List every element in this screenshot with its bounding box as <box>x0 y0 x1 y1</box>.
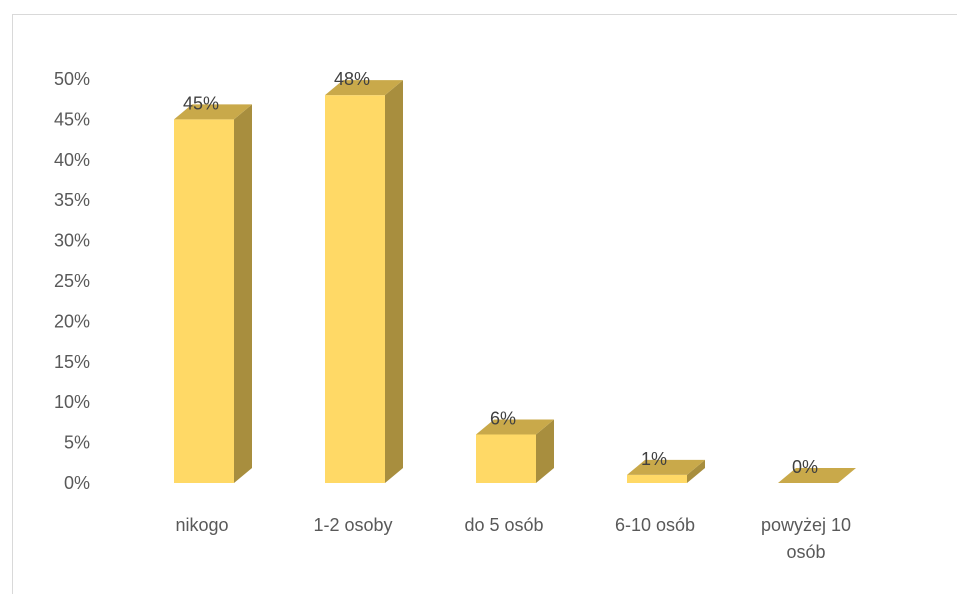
data-label: 45% <box>183 93 219 113</box>
y-tick-label: 40% <box>54 150 90 170</box>
y-tick-label: 5% <box>64 433 90 453</box>
bar <box>778 468 856 483</box>
bar-series <box>174 80 856 484</box>
x-category-label: powyżej 10 osób <box>761 515 851 562</box>
x-category-label: do 5 osób <box>464 515 543 535</box>
chart-frame <box>12 14 957 594</box>
x-category-label-line: 6-10 osób <box>615 515 695 535</box>
x-category-label: 1-2 osoby <box>313 515 392 535</box>
y-tick-label: 25% <box>54 271 90 291</box>
data-label: 0% <box>792 457 818 477</box>
data-label: 48% <box>334 69 370 89</box>
y-tick-label: 20% <box>54 311 90 331</box>
y-tick-label: 50% <box>54 69 90 89</box>
y-tick-label: 35% <box>54 190 90 210</box>
x-category-label: nikogo <box>175 515 228 535</box>
bar-top-face <box>627 459 705 475</box>
x-axis-category-labels: nikogo 1-2 osoby do 5 osób 6-10 osób powyżej… <box>175 515 851 562</box>
bar-top-face <box>778 468 856 483</box>
bar-front-face <box>325 95 385 483</box>
bar-top-face <box>325 80 403 96</box>
bar <box>325 80 403 483</box>
y-tick-label: 15% <box>54 352 90 372</box>
bar <box>627 459 705 483</box>
bar-side-face <box>385 80 403 483</box>
x-category-label-line: osób <box>786 542 825 562</box>
bar-top-face <box>174 104 252 120</box>
x-category-label: 6-10 osób <box>615 515 695 535</box>
x-category-label-line: 1-2 osoby <box>313 515 392 535</box>
y-tick-label: 30% <box>54 231 90 251</box>
bar <box>174 104 252 484</box>
x-category-label-line: do 5 osób <box>464 515 543 535</box>
bar-side-face <box>536 419 554 483</box>
bar-front-face <box>627 474 687 483</box>
y-tick-label: 0% <box>64 473 90 493</box>
bar-front-face <box>174 119 234 484</box>
data-label: 1% <box>641 449 667 469</box>
bar-side-face <box>687 459 705 483</box>
bar <box>476 419 554 483</box>
bar-front-face <box>476 434 536 483</box>
bar-side-face <box>234 104 252 484</box>
bar-chart: 0% 5% 10% 15% 20% 25% 30% 35% 40% 45% 50% 45% 48% 6%… <box>54 69 856 562</box>
x-category-label-line: nikogo <box>175 515 228 535</box>
x-category-label-line: powyżej 10 <box>761 515 851 535</box>
data-labels: 45% 48% 6% 1% 0% <box>183 69 818 477</box>
data-label: 6% <box>490 409 516 429</box>
bar-top-face <box>476 419 554 435</box>
y-tick-label: 45% <box>54 109 90 129</box>
y-tick-label: 10% <box>54 392 90 412</box>
y-axis-tick-labels: 0% 5% 10% 15% 20% 25% 30% 35% 40% 45% 50% <box>54 69 90 493</box>
